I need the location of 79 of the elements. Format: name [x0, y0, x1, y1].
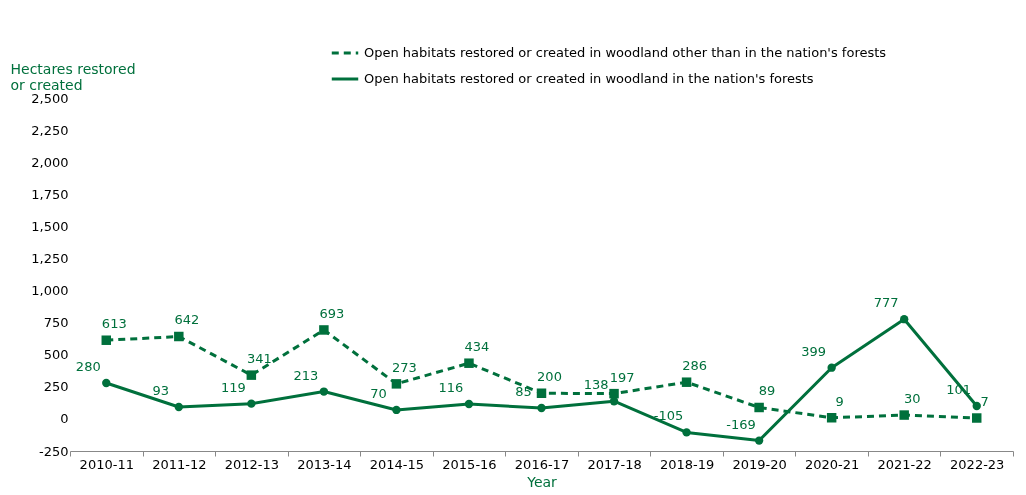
point: [536, 388, 547, 398]
y-tick-label: 2,250: [31, 122, 69, 138]
data-label: -105: [653, 408, 684, 424]
x-axis-title: Year: [526, 473, 558, 490]
data-label: 613: [101, 316, 127, 332]
data-label: 116: [438, 380, 464, 396]
point: [900, 315, 909, 324]
data-label: 693: [319, 305, 345, 321]
point: [826, 413, 837, 423]
x-tick-label: 2019-20: [732, 456, 787, 472]
data-label: 93: [152, 382, 170, 398]
data-label: 30: [903, 391, 921, 407]
legend-label: Open habitats restored or created in woodland in the nation's forests: [364, 71, 814, 86]
point: [609, 397, 619, 406]
y-axis-title: Hectares restored or created: [10, 60, 136, 93]
point: [899, 410, 909, 420]
point: [101, 335, 112, 345]
y-tick-label: -250: [38, 443, 69, 459]
y-tick-label: 1,500: [31, 218, 69, 234]
point: [392, 405, 401, 415]
point: [319, 325, 329, 335]
point: [971, 413, 982, 423]
point: [102, 378, 111, 388]
data-label: 197: [609, 369, 635, 385]
legend-label: Open habitats restored or created in woodland other than in the nation's forests: [364, 45, 887, 60]
data-label: -169: [726, 416, 756, 432]
x-tick-label: 2014-15: [369, 456, 425, 472]
point: [319, 387, 329, 396]
data-label: 273: [392, 359, 417, 375]
data-label: 119: [220, 379, 246, 395]
y-tick-label: 500: [43, 347, 69, 363]
x-tick-label: 2017-18: [587, 456, 642, 472]
y-tick-label: 1,000: [31, 283, 69, 299]
data-label: 213: [293, 367, 319, 383]
y-tick-label: 250: [43, 379, 69, 395]
y-tick-label: 2,500: [31, 90, 69, 106]
data-label: 777: [873, 295, 899, 311]
point: [827, 363, 836, 372]
y-tick-label: 1,250: [31, 250, 69, 266]
point: [464, 399, 474, 409]
data-label: 341: [246, 351, 272, 367]
point: [754, 436, 764, 445]
x-tick-label: 2013-14: [297, 456, 352, 472]
point: [537, 403, 546, 413]
data-label: 200: [537, 369, 562, 385]
x-tick-label: 2021-22: [877, 456, 932, 472]
point: [754, 402, 764, 413]
data-label: 9: [835, 393, 844, 409]
x-tick-label: 2020-21: [804, 456, 860, 472]
data-label: 70: [370, 385, 387, 401]
y-tick-label: 1,750: [31, 186, 69, 202]
data-label: 642: [174, 312, 200, 328]
data-label: 280: [75, 358, 101, 374]
point: [391, 379, 402, 389]
x-tick-label: 2010-11: [79, 456, 134, 472]
point: [174, 331, 184, 342]
x-tick-label: 2016-17: [514, 456, 570, 472]
x-tick-label: 2018-19: [659, 456, 715, 472]
data-label: 138: [583, 377, 609, 393]
x-tick-label: 2022-23: [950, 456, 1005, 472]
y-tick-label: 0: [60, 411, 69, 427]
x-tick-label: 2012-13: [224, 456, 280, 472]
point: [247, 399, 256, 408]
x-tick-label: 2011-12: [152, 456, 207, 472]
point: [174, 402, 183, 412]
data-label: 286: [682, 358, 707, 374]
data-label: 399: [801, 343, 827, 359]
data-label: 7: [980, 394, 989, 410]
point: [464, 358, 474, 368]
point: [609, 388, 619, 399]
x-tick-label: 2015-16: [442, 456, 497, 472]
y-tick-label: 2,000: [31, 154, 69, 170]
point: [246, 370, 257, 380]
point: [681, 377, 692, 387]
data-label: 434: [464, 339, 490, 355]
point: [682, 428, 691, 437]
data-label: 89: [758, 383, 776, 399]
y-tick-label: 750: [43, 315, 69, 331]
point: [972, 401, 981, 411]
